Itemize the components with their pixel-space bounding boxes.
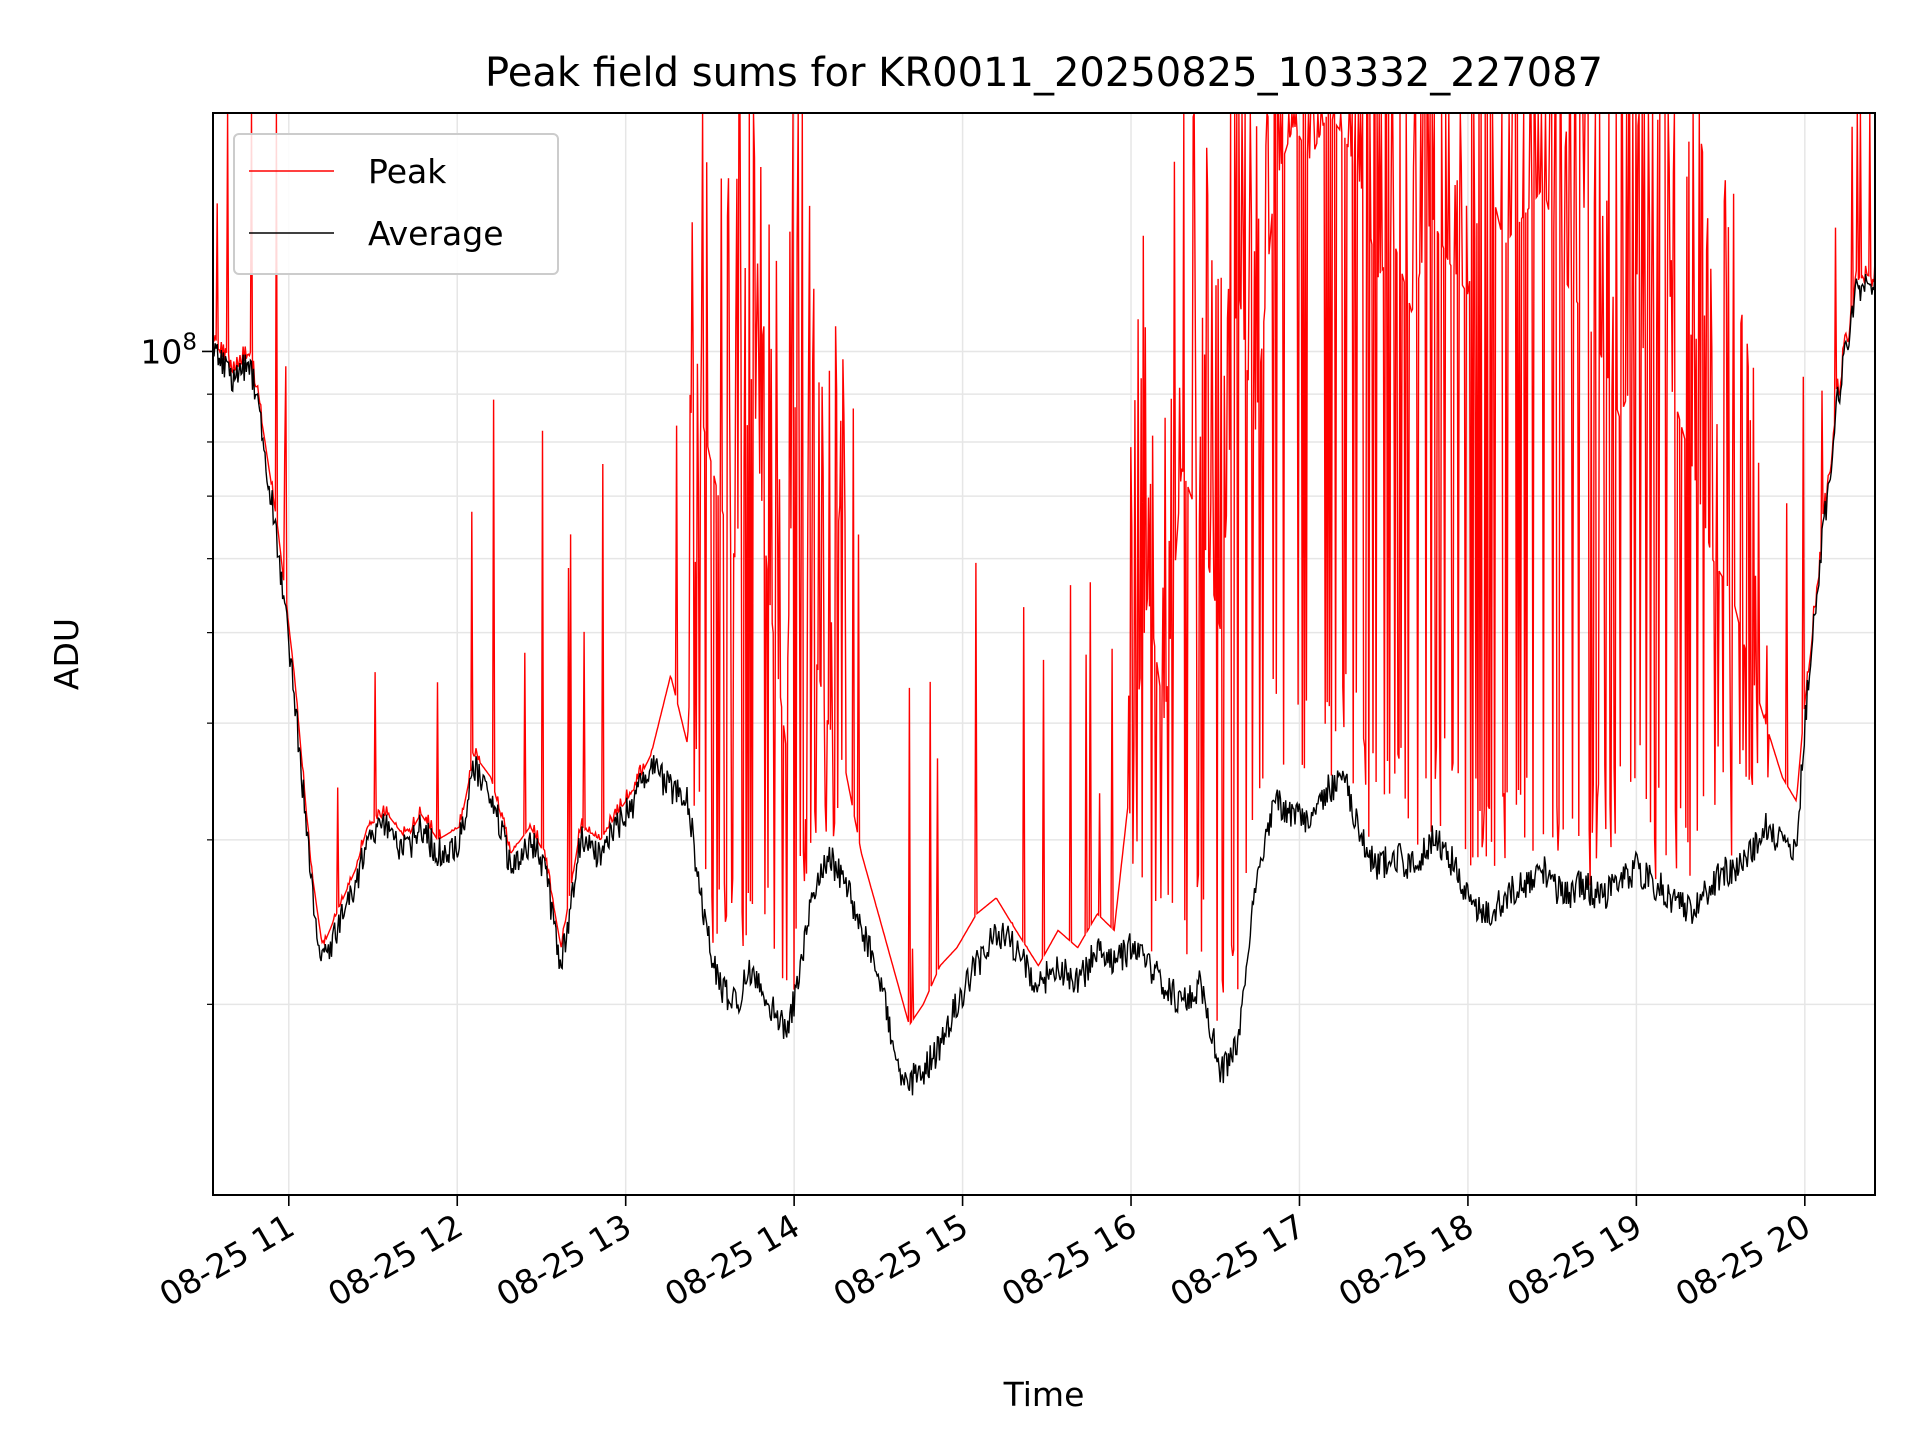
legend-box (233, 133, 559, 275)
legend: Peak Average (233, 133, 559, 275)
series-area (213, 113, 1875, 1096)
y-tick-label: 108 (140, 329, 197, 371)
legend-peak-label: Peak (368, 152, 447, 191)
legend-average-label: Average (368, 214, 504, 253)
chart-title: Peak field sums for KR0011_20250825_1033… (485, 50, 1603, 96)
peak-series-line (213, 113, 1875, 1026)
plot-frame (212, 112, 1876, 1196)
y-tick-label-exponent: 8 (182, 329, 197, 355)
x-axis-label: Time (1003, 1375, 1085, 1414)
average-series-line (213, 267, 1875, 1096)
y-axis-label: ADU (47, 618, 86, 690)
y-tick-label-base: 10 (140, 332, 182, 371)
